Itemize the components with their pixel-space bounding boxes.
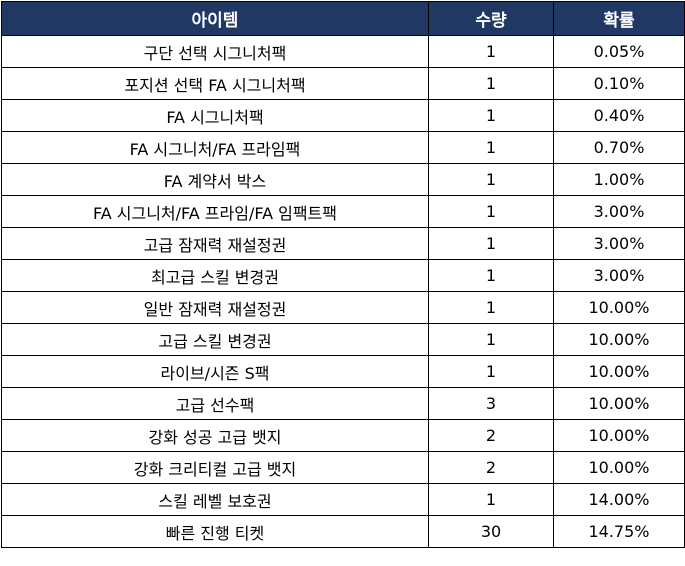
item-name: 최고급 스킬 변경권 <box>1 259 429 292</box>
table-row: 구단 선택 시그니처팩 1 0.05% <box>1 35 685 68</box>
table-row: 빠른 진행 티켓 30 14.75% <box>1 515 685 548</box>
table-row: FA 시그니처팩 1 0.40% <box>1 99 685 132</box>
quantity: 1 <box>428 163 554 196</box>
header-cell: 아이템 <box>1 1 429 36</box>
table-row: 강화 크리티컬 고급 뱃지 2 10.00% <box>1 451 685 484</box>
quantity: 3 <box>428 387 554 420</box>
table-row: FA 계약서 박스 1 1.00% <box>1 163 685 196</box>
probability: 14.75% <box>553 515 685 548</box>
quantity: 1 <box>428 67 554 100</box>
table-header: 아이템 수량 확률 <box>1 1 685 36</box>
table-row: 강화 성공 고급 뱃지 2 10.00% <box>1 419 685 452</box>
table-row: 고급 스킬 변경권 1 10.00% <box>1 323 685 356</box>
quantity: 1 <box>428 35 554 68</box>
quantity: 1 <box>428 131 554 164</box>
probability: 0.10% <box>553 67 685 100</box>
item-name: 고급 스킬 변경권 <box>1 323 429 356</box>
quantity: 1 <box>428 483 554 516</box>
probability: 14.00% <box>553 483 685 516</box>
item-name: FA 시그니처팩 <box>1 99 429 132</box>
item-name: 고급 선수팩 <box>1 387 429 420</box>
probability: 10.00% <box>553 387 685 420</box>
item-name: 라이브/시즌 S팩 <box>1 355 429 388</box>
table-row: 고급 선수팩 3 10.00% <box>1 387 685 420</box>
quantity: 1 <box>428 99 554 132</box>
quantity: 1 <box>428 227 554 260</box>
table-row: 고급 잠재력 재설정권 1 3.00% <box>1 227 685 260</box>
item-name: FA 계약서 박스 <box>1 163 429 196</box>
probability: 3.00% <box>553 259 685 292</box>
table-row: 라이브/시즌 S팩 1 10.00% <box>1 355 685 388</box>
item-name: 일반 잠재력 재설정권 <box>1 291 429 324</box>
quantity: 2 <box>428 419 554 452</box>
header-cell: 수량 <box>428 1 554 36</box>
probability: 0.40% <box>553 99 685 132</box>
item-name: 강화 크리티컬 고급 뱃지 <box>1 451 429 484</box>
table-row: FA 시그니처/FA 프라임/FA 임팩트팩 1 3.00% <box>1 195 685 228</box>
quantity: 1 <box>428 291 554 324</box>
table-row: 스킬 레벨 보호권 1 14.00% <box>1 483 685 516</box>
probability: 10.00% <box>553 291 685 324</box>
item-name: 포지션 선택 FA 시그니처팩 <box>1 67 429 100</box>
probability: 1.00% <box>553 163 685 196</box>
header-cell: 확률 <box>553 1 685 36</box>
probability: 10.00% <box>553 451 685 484</box>
item-name: 고급 잠재력 재설정권 <box>1 227 429 260</box>
probability: 10.00% <box>553 419 685 452</box>
quantity: 1 <box>428 195 554 228</box>
quantity: 30 <box>428 515 554 548</box>
item-name: 강화 성공 고급 뱃지 <box>1 419 429 452</box>
table-row: 최고급 스킬 변경권 1 3.00% <box>1 259 685 292</box>
quantity: 1 <box>428 259 554 292</box>
probability: 3.00% <box>553 227 685 260</box>
item-name: 빠른 진행 티켓 <box>1 515 429 548</box>
probability: 10.00% <box>553 355 685 388</box>
item-name: FA 시그니처/FA 프라임/FA 임팩트팩 <box>1 195 429 228</box>
probability: 10.00% <box>553 323 685 356</box>
item-name: FA 시그니처/FA 프라임팩 <box>1 131 429 164</box>
probability-table: 아이템 수량 확률 구단 선택 시그니처팩 1 0.05% 포지션 선택 FA 시그니처팩… <box>1 1 685 548</box>
quantity: 1 <box>428 323 554 356</box>
probability: 3.00% <box>553 195 685 228</box>
quantity: 2 <box>428 451 554 484</box>
probability: 0.05% <box>553 35 685 68</box>
table-row: 포지션 선택 FA 시그니처팩 1 0.10% <box>1 67 685 100</box>
table-row: FA 시그니처/FA 프라임팩 1 0.70% <box>1 131 685 164</box>
item-name: 구단 선택 시그니처팩 <box>1 35 429 68</box>
header-row: 아이템 수량 확률 <box>1 1 685 36</box>
table-row: 일반 잠재력 재설정권 1 10.00% <box>1 291 685 324</box>
probability: 0.70% <box>553 131 685 164</box>
quantity: 1 <box>428 355 554 388</box>
table-body: 구단 선택 시그니처팩 1 0.05% 포지션 선택 FA 시그니처팩 1 0.10% FA… <box>1 35 685 548</box>
item-name: 스킬 레벨 보호권 <box>1 483 429 516</box>
